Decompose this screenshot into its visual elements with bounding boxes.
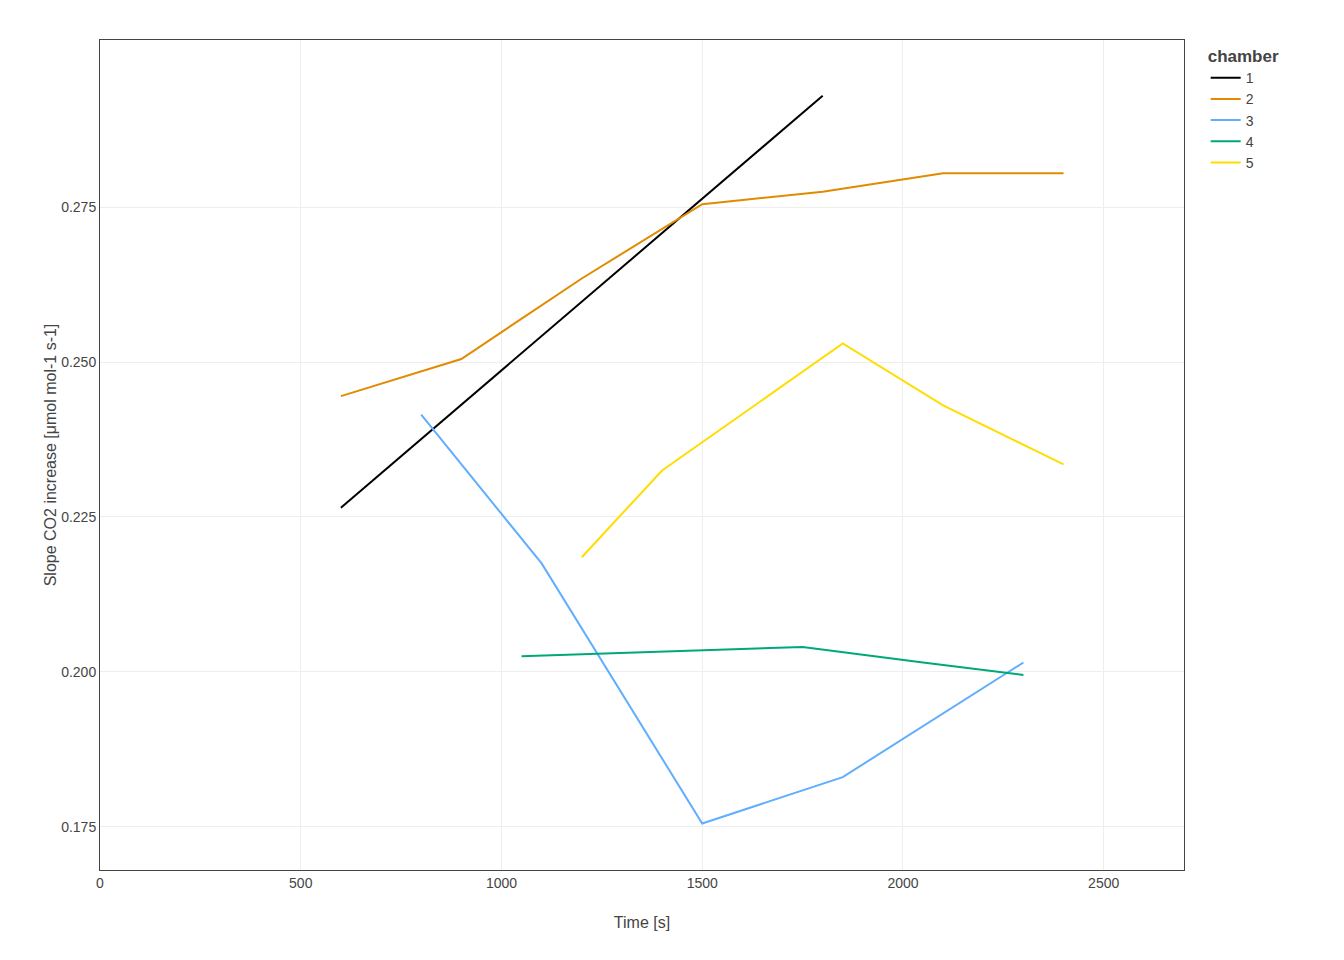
- svg-text:1000: 1000: [486, 875, 517, 891]
- svg-text:0.275: 0.275: [61, 199, 96, 215]
- svg-text:1500: 1500: [687, 875, 718, 891]
- svg-text:0: 0: [96, 875, 104, 891]
- svg-text:1: 1: [1246, 70, 1254, 86]
- svg-text:5: 5: [1246, 155, 1254, 171]
- svg-text:500: 500: [289, 875, 313, 891]
- svg-text:Slope CO2 increase [μmol mol-1: Slope CO2 increase [μmol mol-1 s-1]: [42, 324, 59, 587]
- svg-text:Time [s]: Time [s]: [614, 914, 670, 931]
- svg-text:2500: 2500: [1088, 875, 1119, 891]
- svg-text:2000: 2000: [887, 875, 918, 891]
- svg-text:0.225: 0.225: [61, 509, 96, 525]
- svg-text:2: 2: [1246, 91, 1254, 107]
- svg-text:0.200: 0.200: [61, 664, 96, 680]
- svg-text:4: 4: [1246, 134, 1254, 150]
- svg-text:0.175: 0.175: [61, 819, 96, 835]
- svg-text:0.250: 0.250: [61, 354, 96, 370]
- svg-text:3: 3: [1246, 113, 1254, 129]
- svg-text:chamber: chamber: [1208, 47, 1279, 66]
